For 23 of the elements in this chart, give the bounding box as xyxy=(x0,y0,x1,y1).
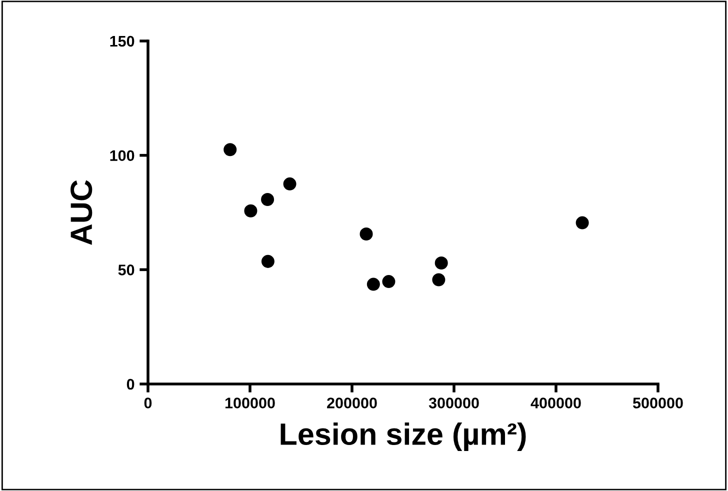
x-tick-label: 200000 xyxy=(327,398,377,408)
y-tick-label: 0 xyxy=(126,378,134,390)
x-axis-title: Lesion size (µm²) xyxy=(280,422,526,452)
point xyxy=(261,254,274,268)
point xyxy=(576,216,589,230)
x-tick-label: 0 xyxy=(144,398,152,408)
y-axis-title: AUC xyxy=(70,180,92,245)
point xyxy=(360,227,373,240)
point xyxy=(224,143,237,156)
point xyxy=(244,204,258,218)
y-tick-label: 100 xyxy=(110,150,134,162)
x-tick-label: 300000 xyxy=(428,398,479,408)
x-tick-label: 400000 xyxy=(530,398,581,408)
y-tick-label: 50 xyxy=(118,264,134,276)
y-tick-label: 150 xyxy=(110,36,134,47)
point xyxy=(283,177,296,190)
point xyxy=(366,278,380,291)
x-tick-label: 100000 xyxy=(225,398,275,408)
point xyxy=(261,192,274,206)
x-tick-label: 500000 xyxy=(632,398,683,408)
point xyxy=(434,256,448,270)
point xyxy=(382,275,396,288)
point xyxy=(432,273,446,286)
